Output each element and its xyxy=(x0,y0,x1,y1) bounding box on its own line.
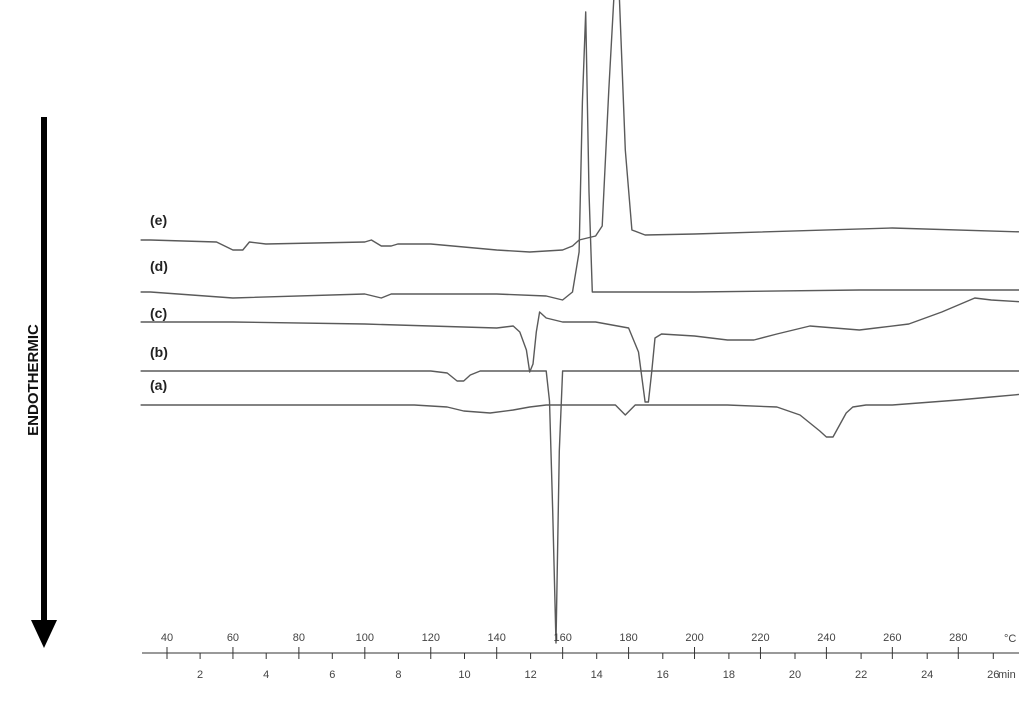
time-tick-label: 2 xyxy=(197,669,203,681)
time-tick-label: 20 xyxy=(789,669,801,681)
time-ticks: 2 4 6 8 10 12 14 16 18 20 22 24 26 xyxy=(197,653,999,681)
temperature-tick-label: 120 xyxy=(422,632,440,644)
temperature-unit-label: °C xyxy=(1004,633,1016,645)
curve-label-a: (a) xyxy=(150,377,167,393)
time-tick-label: 8 xyxy=(395,669,401,681)
temperature-tick-label: 240 xyxy=(817,632,835,644)
temperature-tick-label: 200 xyxy=(685,632,703,644)
thermogram-curve-b xyxy=(140,370,1019,644)
temperature-tick-label: 80 xyxy=(293,632,305,644)
time-tick-label: 14 xyxy=(591,669,603,681)
time-tick-label: 26 xyxy=(987,669,999,681)
curve-label-e: (e) xyxy=(150,212,167,228)
thermogram-curves xyxy=(140,0,1019,644)
temperature-tick-label: 140 xyxy=(488,632,506,644)
time-tick-label: 22 xyxy=(855,669,867,681)
temperature-tick-label: 260 xyxy=(883,632,901,644)
thermogram-curve-e xyxy=(140,0,1019,253)
thermogram-curve-d xyxy=(140,11,1019,301)
temperature-tick-label: 60 xyxy=(227,632,239,644)
curve-label-b: (b) xyxy=(150,344,168,360)
time-tick-label: 12 xyxy=(524,669,536,681)
temperature-tick-label: 40 xyxy=(161,632,173,644)
time-tick-label: 10 xyxy=(458,669,470,681)
time-tick-label: 6 xyxy=(329,669,335,681)
temperature-tick-label: 160 xyxy=(553,632,571,644)
time-tick-label: 18 xyxy=(723,669,735,681)
y-axis-label: ENDOTHERMIC xyxy=(25,324,42,436)
time-tick-label: 24 xyxy=(921,669,933,681)
time-tick-label: 4 xyxy=(263,669,269,681)
curve-label-d: (d) xyxy=(150,258,168,274)
temperature-tick-label: 220 xyxy=(751,632,769,644)
temperature-tick-label: 100 xyxy=(356,632,374,644)
thermogram-curve-c xyxy=(140,297,1019,403)
time-unit-label: min xyxy=(998,669,1016,681)
endothermic-direction-arrow xyxy=(31,117,57,648)
curve-label-c: (c) xyxy=(150,305,167,321)
temperature-ticks: 40 60 80 100 120 140 160 180 200 220 240 260 280 xyxy=(161,632,967,659)
temperature-tick-label: 280 xyxy=(949,632,967,644)
temperature-tick-label: 180 xyxy=(619,632,637,644)
thermogram-curve-a xyxy=(140,393,1019,438)
time-tick-label: 16 xyxy=(657,669,669,681)
curve-labels: (a) (b) (c) (d) (e) xyxy=(150,212,168,393)
